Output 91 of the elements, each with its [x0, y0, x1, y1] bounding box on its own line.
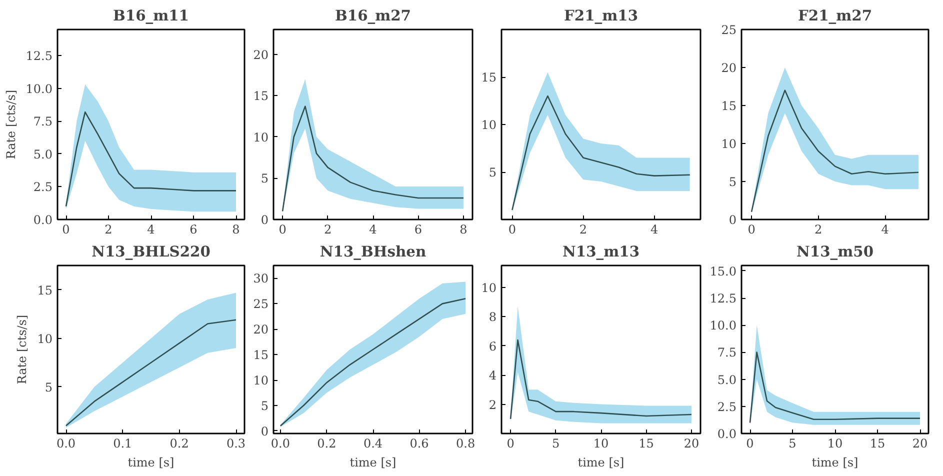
y-tick-label: 2.5 [33, 180, 53, 194]
y-tick-label: 15 [253, 89, 269, 104]
x-tick-label: 0 [278, 222, 286, 236]
x-tick-label: 0 [748, 222, 756, 236]
x-tick-label: 0 [746, 436, 754, 450]
y-tick-label: 20 [253, 48, 269, 62]
x-tick-label: 2 [814, 222, 822, 236]
x-tick-label: 0 [62, 222, 70, 236]
y-tick-label: 10 [37, 332, 53, 346]
x-tick-label: 10 [827, 436, 843, 450]
y-tick-label: 30 [253, 272, 269, 286]
chart-title: N13_BHshen [320, 244, 426, 260]
x-tick-label: 6 [190, 222, 198, 236]
x-tick-label: 0.1 [113, 436, 132, 450]
x-tick-label: 4 [147, 222, 156, 236]
chart-title: F21_m27 [798, 8, 872, 24]
y-tick-label: 12.5 [710, 292, 736, 306]
y-tick-label: 5 [488, 166, 497, 180]
chart-title: F21_m13 [564, 8, 638, 24]
y-tick-label: 5.0 [33, 147, 53, 162]
x-axis-title: time [s] [812, 456, 858, 470]
x-tick-label: 2 [324, 222, 332, 236]
x-tick-label: 5 [788, 436, 796, 450]
y-tick-label: 10 [253, 374, 269, 388]
chart-title: B16_m11 [112, 8, 190, 24]
x-tick-label: 0.2 [170, 436, 189, 450]
x-tick-label: 0.8 [456, 436, 476, 450]
y-tick-label: 15 [721, 99, 737, 113]
y-tick-label: 7.5 [717, 346, 737, 360]
y-axis-title: Rate [cts/s] [4, 90, 18, 160]
x-tick-label: 4 [881, 222, 890, 236]
y-tick-label: 10 [721, 137, 737, 151]
chart-title: N13_m13 [562, 244, 640, 260]
x-tick-label: 2 [104, 222, 112, 236]
y-tick-label: 20 [253, 322, 269, 337]
y-tick-label: 4 [488, 368, 497, 383]
y-tick-label: 5 [260, 399, 269, 413]
y-tick-label: 2 [488, 398, 497, 412]
x-axis-title: time [s] [128, 456, 174, 470]
chart-title: N13_BHLS220 [92, 244, 210, 260]
x-axis-title: time [s] [578, 456, 624, 470]
y-tick-label: 25 [253, 297, 269, 312]
x-tick-label: 0.0 [56, 436, 76, 450]
y-tick-label: 15.0 [710, 264, 736, 278]
y-tick-label: 12.5 [26, 49, 52, 64]
x-tick-label: 0 [506, 436, 514, 450]
x-tick-label: 20 [912, 436, 928, 450]
y-tick-label: 10 [481, 280, 497, 295]
y-tick-label: 15 [253, 348, 269, 362]
y-tick-label: 5 [44, 380, 53, 394]
x-tick-label: 15 [638, 436, 654, 450]
y-tick-label: 0 [728, 213, 737, 227]
x-tick-label: 8 [460, 222, 468, 236]
y-tick-label: 25 [721, 23, 737, 37]
y-tick-label: 5 [260, 172, 269, 186]
x-tick-label: 0.6 [410, 436, 429, 450]
y-tick-label: 10.0 [26, 82, 52, 96]
x-tick-label: 0.3 [226, 436, 246, 450]
x-tick-label: 0.0 [270, 436, 290, 450]
x-axis-title: time [s] [350, 456, 396, 470]
y-axis-title: Rate [cts/s] [15, 314, 30, 384]
x-tick-label: 0.2 [317, 436, 336, 450]
y-tick-label: 7.5 [33, 114, 53, 129]
x-tick-label: 4 [650, 222, 658, 236]
x-tick-label: 8 [232, 222, 240, 236]
y-tick-label: 2.5 [717, 400, 737, 414]
x-tick-label: 5 [552, 436, 560, 450]
x-tick-label: 2 [579, 222, 588, 236]
x-tick-label: 0.4 [363, 436, 383, 450]
y-tick-label: 15 [481, 70, 497, 84]
x-tick-label: 15 [870, 436, 886, 450]
y-tick-label: 5.0 [717, 372, 737, 387]
x-tick-label: 6 [414, 222, 422, 236]
y-tick-label: 15 [37, 283, 53, 298]
y-tick-label: 0 [260, 424, 269, 438]
y-tick-label: 10.0 [710, 318, 736, 333]
y-tick-label: 8 [488, 310, 497, 324]
x-tick-label: 4 [369, 222, 378, 236]
chart-title: B16_m27 [334, 8, 412, 24]
y-tick-label: 5 [728, 175, 737, 189]
y-tick-label: 10 [481, 118, 497, 132]
y-tick-label: 0.0 [717, 427, 737, 441]
y-tick-label: 20 [721, 61, 737, 75]
y-tick-label: 0 [260, 213, 269, 227]
x-tick-label: 20 [684, 436, 700, 450]
y-tick-label: 6 [488, 339, 497, 354]
y-tick-label: 10 [253, 130, 269, 144]
chart-title: N13_m50 [796, 244, 874, 260]
y-tick-label: 0.0 [33, 213, 53, 227]
x-tick-label: 0 [508, 222, 516, 236]
x-tick-label: 10 [593, 436, 609, 450]
